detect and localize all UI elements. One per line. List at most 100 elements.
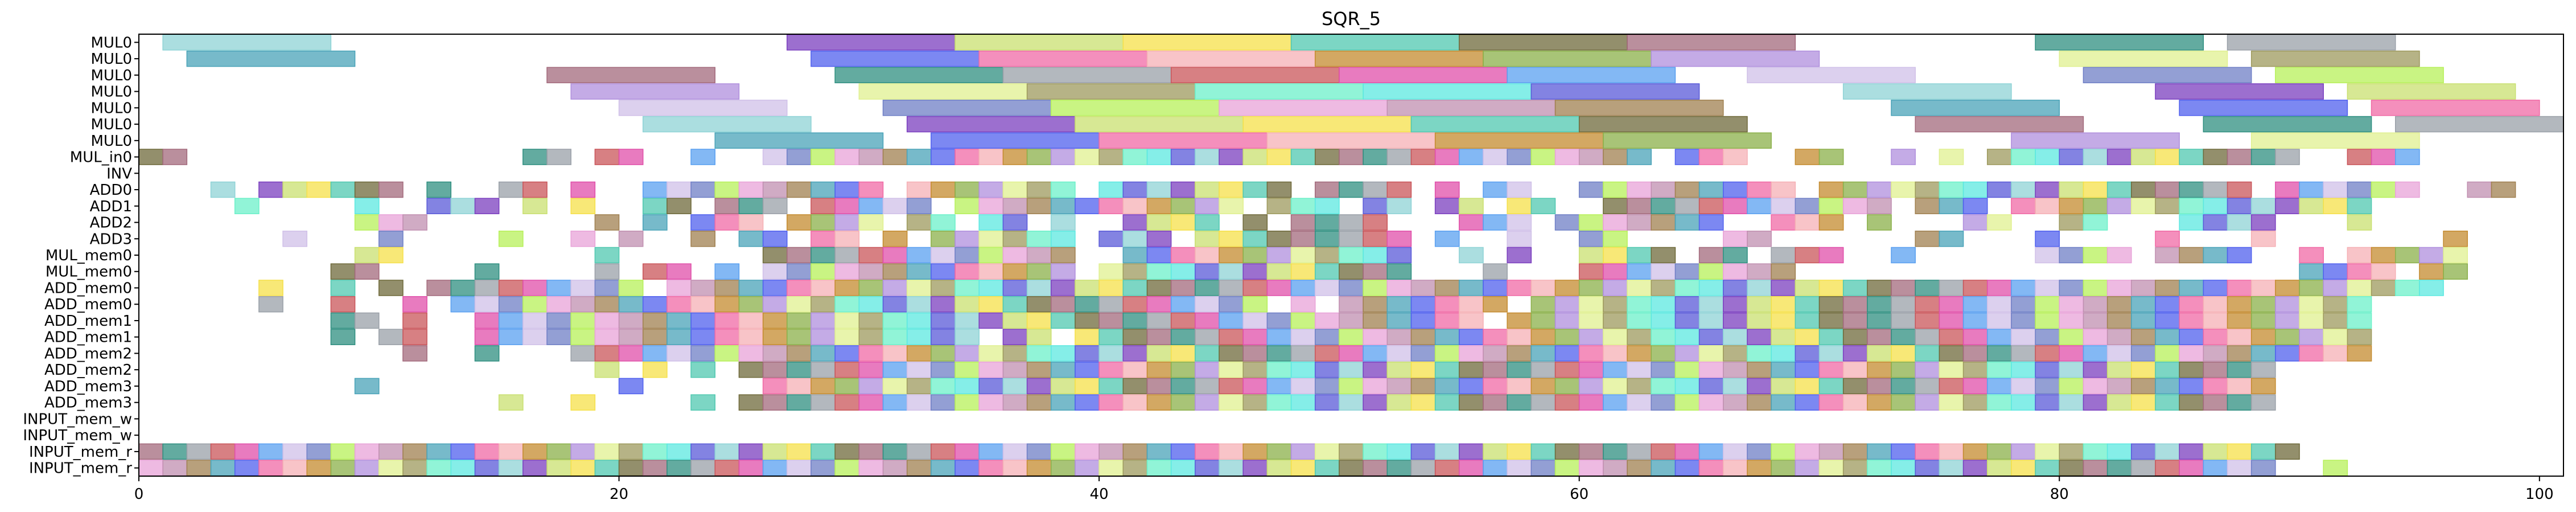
task-bar-row16-78: [2323, 296, 2348, 313]
task-bar-row13-21: [1242, 247, 1268, 264]
task-bar-row10-23: [1098, 198, 1124, 215]
task-bar-row22-44: [1723, 394, 1748, 411]
task-bar-row1-4: [1314, 50, 1484, 67]
task-bar-row13-43: [2106, 247, 2132, 264]
task-bar-row20-18: [1098, 361, 1124, 378]
task-bar-row17-34: [1219, 312, 1244, 329]
task-bar-row4-3: [1219, 100, 1388, 116]
task-bar-row18-27: [1098, 329, 1124, 345]
task-bar-row18-46: [1554, 329, 1580, 345]
task-bar-row26-50: [1339, 460, 1364, 476]
task-bar-row9-70: [2275, 181, 2300, 198]
task-bar-row9-13: [690, 181, 716, 198]
task-bar-row13-19: [1195, 247, 1220, 264]
task-bar-row9-26: [1026, 181, 1052, 198]
task-bar-row19-71: [2227, 345, 2252, 362]
task-bar-row7-27: [1242, 149, 1268, 165]
task-bar-row14-44: [2323, 263, 2348, 280]
task-bar-row25-36: [1002, 443, 1028, 460]
task-bar-row10-61: [2203, 198, 2228, 215]
task-bar-row9-50: [1747, 181, 1772, 198]
task-bar-row12-39: [2250, 231, 2276, 247]
task-bar-row14-41: [1747, 263, 1772, 280]
task-bar-row20-65: [2227, 361, 2252, 378]
task-bar-row26-64: [1674, 460, 1700, 476]
task-bar-row13-3: [762, 247, 788, 264]
task-bar-row16-72: [2179, 296, 2204, 313]
task-bar-row25-89: [2275, 443, 2300, 460]
task-bar-row19-42: [1530, 345, 1556, 362]
task-bar-row11-3: [594, 214, 620, 231]
task-bar-row19-62: [2011, 345, 2036, 362]
task-bar-row22-10: [906, 394, 932, 411]
task-bar-row11-32: [1627, 214, 1652, 231]
task-bar-row17-75: [2227, 312, 2252, 329]
task-bar-row26-22: [666, 460, 692, 476]
task-bar-row9-44: [1603, 181, 1628, 198]
task-bar-row17-4: [498, 312, 524, 329]
task-bar-row16-45: [1530, 296, 1556, 313]
task-bar-row21-5: [834, 378, 860, 395]
task-bar-row18-32: [1219, 329, 1244, 345]
task-bar-row26-56: [1483, 460, 1508, 476]
task-bar-row7-20: [1075, 149, 1100, 165]
task-bar-row11-8: [787, 214, 812, 231]
task-bar-row17-16: [787, 312, 812, 329]
task-bar-row25-23: [690, 443, 716, 460]
task-bar-row19-39: [1459, 345, 1484, 362]
task-bar-row17-65: [1986, 312, 2012, 329]
task-bar-row13-15: [1051, 247, 1076, 264]
task-bar-row10-33: [1386, 198, 1412, 215]
task-bar-row4-0: [618, 100, 788, 116]
task-bar-row7-11: [858, 149, 884, 165]
task-bar-row13-42: [2083, 247, 2108, 264]
task-bar-row14-7: [762, 263, 788, 280]
x-tick-label-3: 60: [1570, 486, 1589, 503]
task-bar-row17-2: [402, 312, 427, 329]
task-bar-row11-28: [1507, 214, 1532, 231]
task-bar-row18-34: [1266, 329, 1292, 345]
task-bar-row26-57: [1507, 460, 1532, 476]
task-bar-row16-57: [1818, 296, 1844, 313]
task-bar-row19-36: [1386, 345, 1412, 362]
task-bar-row16-44: [1483, 296, 1508, 313]
task-bar-row16-60: [1891, 296, 1916, 313]
task-bar-row10-31: [1314, 198, 1340, 215]
task-bar-row17-33: [1195, 312, 1220, 329]
task-bar-row17-48: [1578, 312, 1604, 329]
task-bar-row12-22: [1242, 231, 1268, 247]
task-bar-row25-1: [162, 443, 188, 460]
task-bar-row25-54: [1434, 443, 1460, 460]
task-bar-row11-11: [858, 214, 884, 231]
task-bar-row9-43: [1578, 181, 1604, 198]
task-bar-row15-56: [1723, 280, 1748, 296]
task-bar-row20-47: [1795, 361, 1820, 378]
task-bar-row16-0: [258, 296, 283, 313]
task-bar-row13-40: [2035, 247, 2060, 264]
task-bar-row22-0: [498, 394, 524, 411]
task-bar-row15-51: [1603, 280, 1628, 296]
task-bar-row26-65: [1698, 460, 1724, 476]
task-bar-row14-47: [2419, 263, 2444, 280]
task-bar-row25-72: [1867, 443, 1892, 460]
task-bar-row22-57: [2035, 394, 2060, 411]
task-bar-row15-35: [1219, 280, 1244, 296]
task-bar-row10-3: [450, 198, 476, 215]
task-bar-row16-23: [931, 296, 956, 313]
task-bar-row19-20: [1002, 345, 1028, 362]
task-bar-row20-10: [906, 361, 932, 378]
task-bar-row6-7: [2250, 132, 2420, 149]
task-bar-row12-25: [1314, 231, 1340, 247]
task-bar-row15-68: [2011, 280, 2036, 296]
task-bar-row22-36: [1530, 394, 1556, 411]
task-bar-row21-26: [1339, 378, 1364, 395]
task-bar-row13-32: [1627, 247, 1652, 264]
task-bar-row12-40: [2443, 231, 2468, 247]
task-bar-row22-23: [1219, 394, 1244, 411]
task-bar-row26-37: [1026, 460, 1052, 476]
task-bar-row7-37: [1483, 149, 1508, 165]
task-bar-row15-2: [378, 280, 404, 296]
task-bar-row20-16: [1051, 361, 1076, 378]
task-bar-row25-42: [1146, 443, 1172, 460]
task-bar-row21-3: [787, 378, 812, 395]
